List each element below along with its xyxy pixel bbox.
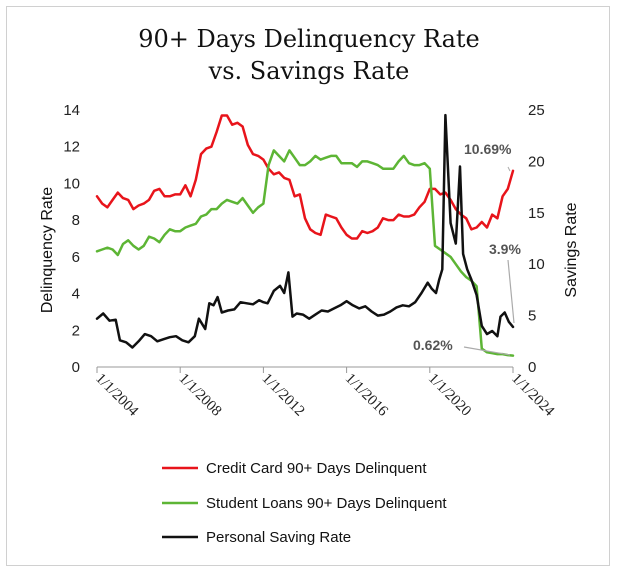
series-line-saving-rate	[95, 113, 515, 349]
y-left-tick-label: 14	[63, 102, 80, 119]
annotation-credit-card-value: 10.69%	[464, 141, 512, 157]
y-left-tick-label: 6	[72, 249, 80, 266]
legend-label-student-loans: Student Loans 90+ Days Delinquent	[206, 495, 447, 512]
x-tick-label: 1/1/2016	[342, 371, 391, 420]
y-right-tick-label: 5	[528, 308, 536, 325]
x-tick-label: 1/1/2008	[175, 371, 224, 420]
x-axis-ticks: 1/1/2004 1/1/2008 1/1/2012 1/1/2016 1/1/2020…	[92, 367, 558, 420]
annotation-leader-student-loans	[463, 346, 511, 356]
chart-title-line1: 90+ Days Delinquency Rate	[138, 25, 479, 53]
y-right-tick-label: 10	[528, 256, 545, 273]
legend: Credit Card 90+ Days Delinquent Student …	[162, 460, 447, 546]
legend-label-credit-card: Credit Card 90+ Days Delinquent	[206, 460, 427, 477]
annotation-leader-saving-rate	[507, 259, 515, 324]
y-left-tick-label: 2	[72, 322, 80, 339]
legend-label-saving-rate: Personal Saving Rate	[206, 529, 351, 546]
y-right-tick-label: 15	[528, 205, 545, 222]
x-tick-label: 1/1/2020	[425, 371, 474, 420]
chart-title-line2: vs. Savings Rate	[208, 57, 410, 85]
annotation-leader-credit-card	[507, 166, 511, 172]
y-right-tick-label: 25	[528, 102, 545, 119]
series-line-student-loans	[95, 149, 515, 357]
annotation-saving-rate-value: 3.9%	[489, 241, 521, 257]
y-left-tick-label: 10	[63, 175, 80, 192]
x-tick-label: 1/1/2012	[259, 371, 308, 420]
y-right-tick-label: 0	[528, 359, 536, 376]
annotation-student-loans-value: 0.62%	[413, 337, 453, 353]
x-tick-label: 1/1/2024	[508, 371, 557, 420]
y-left-tick-label: 4	[72, 286, 80, 303]
y-left-tick-label: 12	[63, 139, 80, 156]
y-axis-left-label: Delinquency Rate	[39, 187, 56, 313]
x-tick-label: 1/1/2004	[92, 371, 141, 420]
annotations: 10.69% 3.9% 0.62%	[413, 141, 521, 356]
y-left-tick-label: 0	[72, 359, 80, 376]
y-axis-left-ticks: 0 2 4 6 8 10 12 14	[63, 102, 80, 376]
y-left-tick-label: 8	[72, 212, 80, 229]
y-axis-right-ticks: 0 5 10 15 20 25	[528, 102, 545, 376]
y-axis-right-label: Savings Rate	[563, 202, 580, 297]
series-lines	[95, 113, 515, 357]
chart-frame	[6, 6, 610, 566]
y-right-tick-label: 20	[528, 153, 545, 170]
